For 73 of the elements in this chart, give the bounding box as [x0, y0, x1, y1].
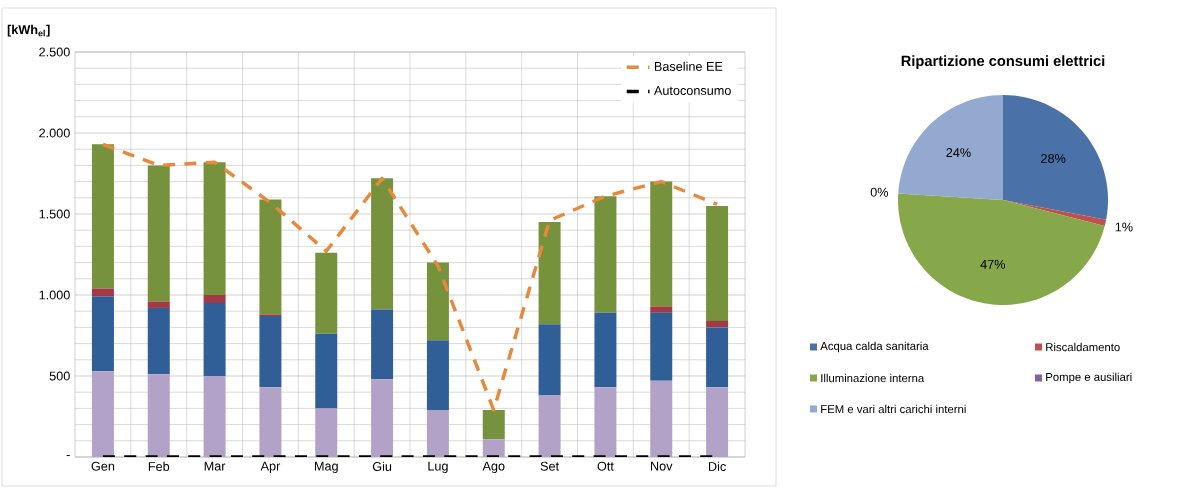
y-tick-label: 1.000 [39, 290, 70, 300]
x-tick-label: Gen [91, 461, 115, 471]
bar [426, 262, 449, 341]
y-tick-label: 1.500 [39, 209, 70, 219]
bar [594, 196, 617, 313]
bar [147, 165, 170, 302]
bar [203, 375, 226, 457]
bar [538, 395, 561, 457]
bar [203, 162, 226, 295]
bar [538, 324, 561, 396]
bar [594, 387, 617, 457]
x-tick-label: Giu [372, 461, 392, 471]
bar [315, 333, 338, 409]
x-tick-label: Mag [314, 461, 338, 474]
bar [259, 387, 282, 457]
legend-label: Riscaldamento [1046, 342, 1120, 352]
bar [147, 374, 170, 457]
x-tick-label: Feb [148, 461, 170, 471]
bar [371, 178, 394, 310]
legend-label: Illuminazione interna [821, 373, 925, 383]
y-tick-label: - [66, 455, 70, 457]
legend-label: Acqua calda sanitaria [820, 341, 929, 353]
bar [650, 306, 673, 313]
data-label: 47% [980, 259, 1006, 269]
x-tick-label: Set [540, 461, 559, 471]
legend-label: Pompe e ausiliari [1046, 372, 1132, 384]
bar [259, 316, 282, 388]
x-tick-label: Mar [204, 461, 226, 471]
bar [91, 144, 114, 289]
line-series [101, 142, 719, 412]
bar [147, 301, 170, 308]
bar [203, 294, 226, 304]
bar [371, 379, 394, 457]
bar [650, 380, 673, 457]
x-tick-label: Apr [260, 461, 281, 474]
bar [315, 408, 338, 457]
bar [650, 181, 673, 307]
bar [482, 410, 505, 440]
bar [650, 312, 673, 381]
x-tick-label: Nov [651, 461, 673, 471]
x-tick-label: Lug [428, 461, 448, 474]
bar [259, 199, 282, 315]
bar [203, 303, 226, 376]
legend-label: Baseline EE [654, 61, 723, 71]
y-tick-label: 2.500 [39, 47, 70, 57]
legend-label: Autoconsumo [653, 86, 731, 95]
bar [706, 320, 729, 328]
bar [538, 222, 561, 325]
x-tick-label: Ago [482, 461, 505, 474]
text: 0% [870, 187, 889, 197]
bar [315, 252, 338, 334]
bar [426, 340, 449, 411]
bar [706, 387, 729, 457]
data-label: 28% [1041, 154, 1066, 163]
bar [706, 327, 729, 388]
chart-title: Ripartizione consumi elettrici [901, 55, 1105, 69]
x-tick-label: Ott [597, 461, 614, 471]
data-label: 1% [1115, 222, 1133, 232]
y-tick-label: 2.000 [39, 128, 70, 138]
bar [91, 371, 114, 457]
data-label: 24% [946, 148, 971, 157]
legend-label: FEM e vari altri carichi interni [821, 404, 966, 414]
bar [426, 410, 449, 457]
bar [706, 205, 729, 321]
bar [482, 439, 505, 457]
bar [371, 309, 394, 380]
bar [91, 288, 114, 297]
bar [147, 307, 170, 375]
bar [594, 312, 617, 388]
bar [91, 296, 114, 372]
y-axis-title: [kWh$_{el}$] [7, 24, 50, 37]
y-tick-label: 500 [49, 371, 70, 381]
x-tick-label: Dic [708, 461, 726, 471]
